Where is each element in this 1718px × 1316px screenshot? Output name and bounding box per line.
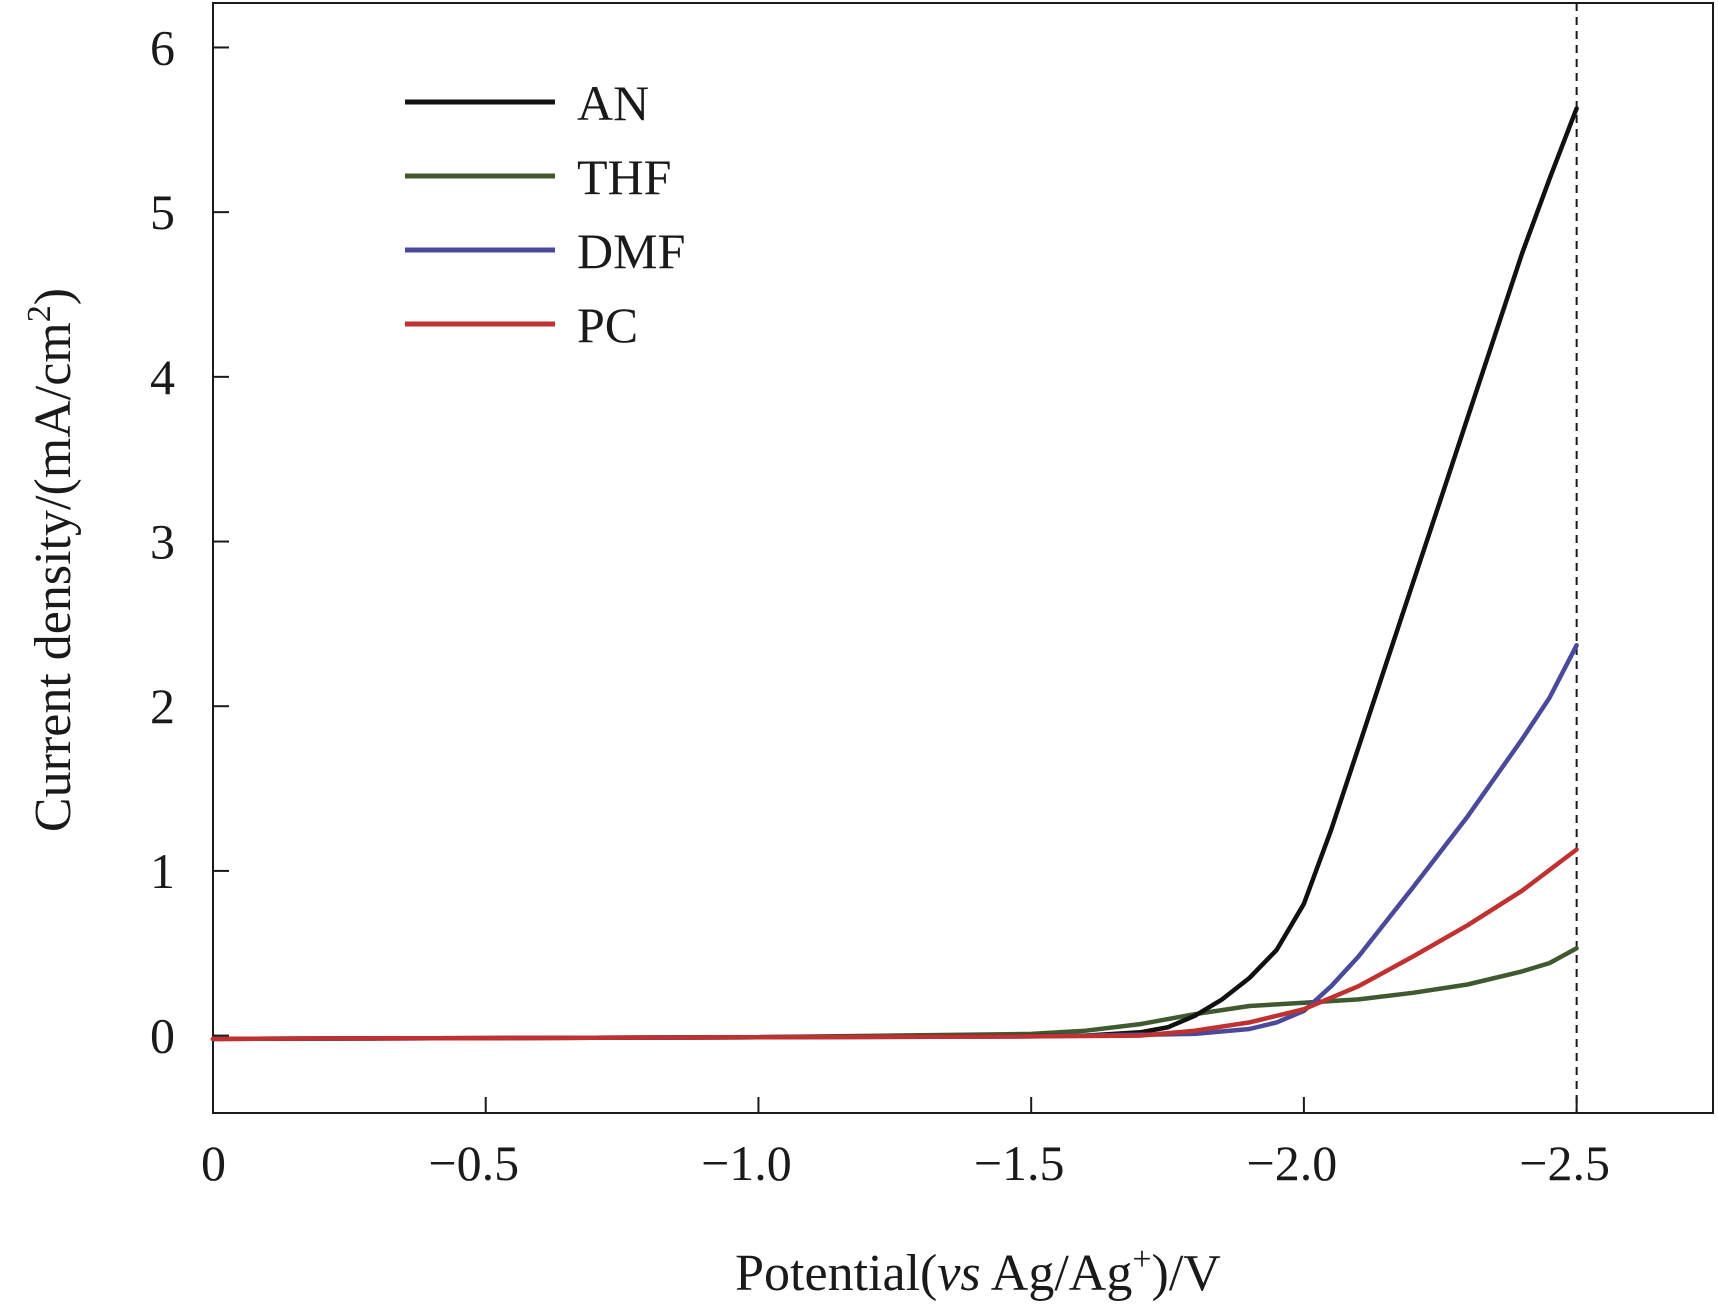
- x-tick-label: −0.5: [428, 1135, 519, 1191]
- y-axis-title: Current density/(mA/cm2): [21, 288, 82, 832]
- axis-titles: Potential(vs Ag/Ag+)/V Current density/(…: [21, 288, 1221, 1302]
- x-tick-label: 0: [201, 1135, 226, 1191]
- legend-label-dmf: DMF: [577, 223, 685, 279]
- legend: AN THF DMF PC: [405, 75, 685, 353]
- x-tick-label: −2.5: [1519, 1135, 1610, 1191]
- y-tick-label: 0: [150, 1008, 175, 1064]
- y-tick-label: 2: [150, 678, 175, 734]
- x-tick-label: −1.0: [701, 1135, 792, 1191]
- legend-label-an: AN: [577, 75, 649, 131]
- y-tick-label: 1: [150, 843, 175, 899]
- legend-label-pc: PC: [577, 297, 638, 353]
- y-tick-label: 6: [150, 19, 175, 75]
- legend-label-thf: THF: [577, 149, 671, 205]
- plot-frame: [212, 2, 1714, 1114]
- y-tick-label: 4: [150, 349, 175, 405]
- x-tick-label: −2.0: [1247, 1135, 1338, 1191]
- axes-layer: 0 −0.5 −1.0 −1.5 −2.0 −2.5 0 1 2 3 4 5 6: [150, 2, 1714, 1191]
- y-tick-label: 3: [150, 514, 175, 570]
- series-line-pc: [210, 847, 1579, 1042]
- lines-layer: [210, 106, 1579, 1042]
- x-tick-label: −1.5: [974, 1135, 1065, 1191]
- y-tick-label: 5: [150, 184, 175, 240]
- series-line-thf: [210, 946, 1579, 1042]
- x-axis-title: Potential(vs Ag/Ag+)/V: [735, 1241, 1221, 1302]
